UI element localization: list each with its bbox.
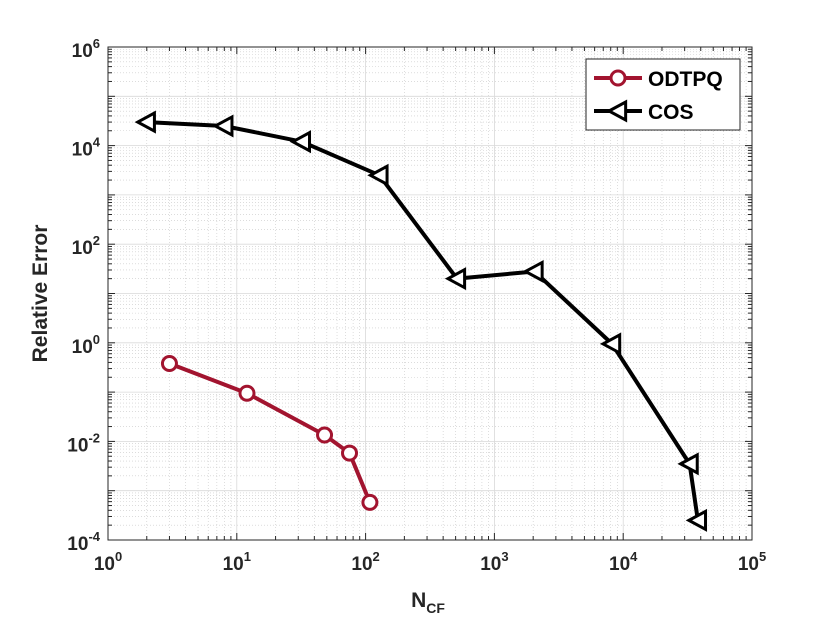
series-layer: [134, 110, 708, 532]
x-tick-label-exponent: 1: [244, 549, 251, 564]
y-tick-label-exponent: 4: [93, 135, 101, 150]
x-tick-label-exponent: 5: [759, 549, 766, 564]
data-point-cos: [599, 332, 622, 356]
tick-marks: [107, 46, 753, 541]
y-tick-label-exponent: 6: [93, 36, 100, 51]
data-point-odtpq: [341, 444, 359, 462]
data-point-cos: [677, 452, 699, 476]
series-line-odtpq: [167, 361, 372, 505]
legend-marker-cos: [605, 99, 628, 123]
data-point-odtpq: [160, 355, 178, 373]
x-tick-label-base: 10: [351, 554, 372, 575]
x-tick-label-exponent: 0: [115, 549, 122, 564]
x-axis-label-main: N: [411, 589, 426, 612]
legend-entries: ODTPQ COS: [594, 68, 723, 124]
series-odtpq: [160, 355, 379, 511]
x-tick-label-base: 10: [480, 554, 501, 575]
legend-label-odtpq: ODTPQ: [648, 68, 723, 91]
data-point-cos: [367, 163, 389, 187]
data-point-odtpq: [316, 426, 334, 444]
data-point-cos: [134, 110, 156, 134]
x-tick-label-exponent: 3: [501, 549, 508, 564]
y-tick-label-exponent: 0: [93, 332, 100, 347]
y-tick-label: 106: [72, 36, 100, 62]
x-tick-label: 102: [351, 549, 379, 575]
y-tick-label-base: 10: [72, 337, 93, 358]
y-tick-label-base: 10: [67, 435, 88, 456]
legend-label-cos: COS: [648, 101, 694, 124]
y-tick-label-exponent: -2: [88, 430, 100, 445]
y-tick-label: 10-2: [67, 430, 100, 456]
y-tick-label: 10-4: [67, 529, 100, 555]
x-tick-label-base: 10: [223, 554, 244, 575]
y-tick-label-exponent: -4: [88, 529, 100, 544]
legend-entry-odtpq: ODTPQ: [594, 68, 723, 91]
y-axis-label: Relative Error: [29, 225, 52, 363]
data-point-cos: [444, 267, 467, 291]
series-line-cos: [144, 120, 700, 523]
y-tick-label-base: 10: [72, 140, 93, 161]
y-tick-label-base: 10: [72, 41, 93, 62]
x-axis-label: NCF: [411, 589, 445, 616]
x-tick-label: 103: [480, 549, 508, 575]
x-axis-tick-labels: 100 101 102 103 104 105: [94, 549, 766, 575]
x-tick-label-exponent: 4: [630, 549, 638, 564]
data-point-odtpq: [361, 493, 379, 511]
x-tick-label: 100: [94, 549, 122, 575]
x-tick-label-exponent: 2: [373, 549, 380, 564]
x-axis-label-subscript: CF: [426, 600, 445, 616]
y-tick-label: 102: [72, 233, 100, 259]
data-point-cos: [212, 114, 234, 138]
data-point-cos: [685, 508, 708, 532]
data-point-cos: [522, 259, 544, 283]
legend: ODTPQ COS: [585, 58, 741, 131]
x-tick-label-base: 10: [94, 554, 115, 575]
x-tick-label-base: 10: [609, 554, 630, 575]
legend-entry-cos: COS: [594, 99, 694, 124]
data-point-odtpq: [238, 384, 256, 402]
y-tick-label: 100: [72, 332, 100, 358]
data-point-cos: [289, 130, 312, 154]
x-tick-label: 105: [738, 549, 766, 575]
legend-marker-odtpq: [609, 69, 627, 87]
x-tick-label-base: 10: [738, 554, 759, 575]
y-tick-label-base: 10: [72, 238, 93, 259]
series-cos: [134, 110, 708, 532]
y-tick-label-exponent: 2: [93, 233, 100, 248]
y-tick-label-base: 10: [67, 534, 88, 555]
legend-box: [585, 58, 741, 131]
x-tick-label: 101: [223, 549, 251, 575]
x-tick-label: 104: [609, 549, 638, 575]
y-tick-label: 104: [72, 135, 101, 161]
